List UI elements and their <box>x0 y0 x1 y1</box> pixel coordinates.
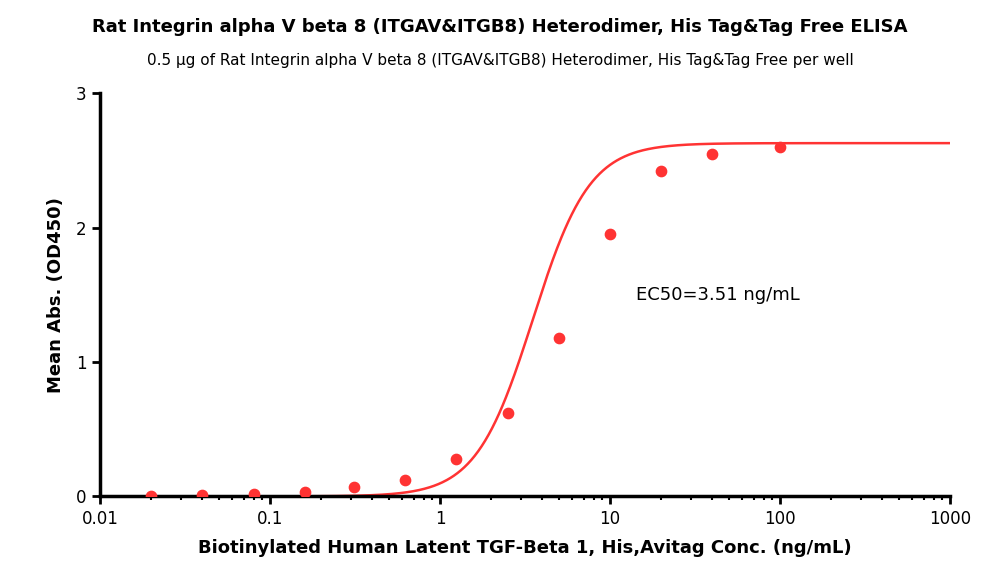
Text: Rat Integrin alpha V beta 8 (ITGAV&ITGB8) Heterodimer, His Tag&Tag Free ELISA: Rat Integrin alpha V beta 8 (ITGAV&ITGB8… <box>92 18 908 36</box>
Point <box>500 408 516 418</box>
Point <box>194 491 210 500</box>
Point <box>602 230 618 239</box>
Point <box>704 150 720 159</box>
Point <box>346 482 362 492</box>
Text: 0.5 μg of Rat Integrin alpha V beta 8 (ITGAV&ITGB8) Heterodimer, His Tag&Tag Fre: 0.5 μg of Rat Integrin alpha V beta 8 (I… <box>147 53 853 68</box>
Point <box>397 475 413 485</box>
Point <box>772 142 788 152</box>
Point <box>551 333 567 343</box>
Point <box>297 488 313 497</box>
Point <box>653 166 669 176</box>
X-axis label: Biotinylated Human Latent TGF-Beta 1, His,Avitag Conc. (ng/mL): Biotinylated Human Latent TGF-Beta 1, Hi… <box>198 538 852 557</box>
Y-axis label: Mean Abs. (OD450): Mean Abs. (OD450) <box>47 197 65 393</box>
Text: EC50=3.51 ng/mL: EC50=3.51 ng/mL <box>636 286 799 304</box>
Point <box>143 491 159 500</box>
Point <box>246 490 262 499</box>
Point <box>448 454 464 464</box>
